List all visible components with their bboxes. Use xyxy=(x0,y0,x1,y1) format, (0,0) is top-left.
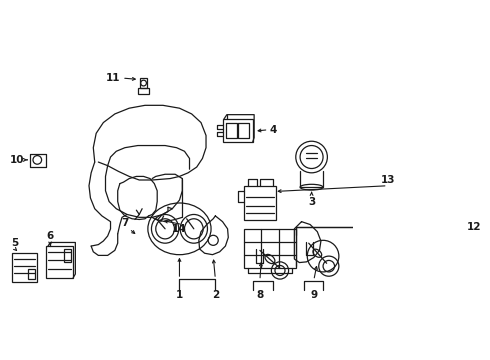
Bar xyxy=(46,246,73,278)
Text: 2: 2 xyxy=(212,290,219,300)
Text: 8: 8 xyxy=(256,290,264,300)
Text: 14: 14 xyxy=(172,224,187,234)
Bar xyxy=(28,269,35,279)
Bar xyxy=(244,229,296,268)
Text: 13: 13 xyxy=(380,175,395,185)
Text: 3: 3 xyxy=(308,197,315,207)
Bar xyxy=(222,119,253,142)
Text: 1: 1 xyxy=(176,290,183,300)
Text: 5: 5 xyxy=(11,238,18,248)
Text: 12: 12 xyxy=(466,222,481,232)
Text: 9: 9 xyxy=(310,290,318,300)
Text: 4: 4 xyxy=(269,125,276,135)
Bar xyxy=(30,154,46,167)
Bar xyxy=(12,253,37,282)
Bar xyxy=(244,186,276,220)
Text: 6: 6 xyxy=(47,231,54,241)
Text: 11: 11 xyxy=(105,73,120,83)
Bar xyxy=(140,78,147,88)
Bar xyxy=(138,88,149,94)
Text: 7: 7 xyxy=(121,218,128,228)
Text: 10: 10 xyxy=(10,155,24,165)
Bar xyxy=(64,249,71,262)
